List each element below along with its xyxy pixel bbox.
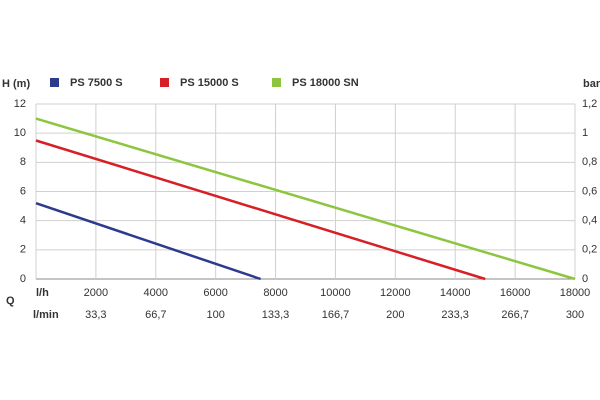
legend-swatch xyxy=(272,78,281,87)
x-tick-label: 16000 xyxy=(500,287,531,299)
series-line xyxy=(35,117,576,281)
x-tick-label: 4000 xyxy=(144,287,168,299)
x-tick-label: 6000 xyxy=(203,287,227,299)
legend-swatch xyxy=(50,78,59,87)
x2-tick-label: 233,3 xyxy=(441,309,469,321)
x-tick-label: 18000 xyxy=(560,287,591,299)
x2-tick-label: 100 xyxy=(206,309,224,321)
legend-label: PS 7500 S xyxy=(70,77,123,89)
y2-tick-label: 1,2 xyxy=(582,98,597,110)
y2-tick-label: 1 xyxy=(582,127,588,139)
x2-tick-label: 166,7 xyxy=(322,309,350,321)
y2-tick-label: 0,2 xyxy=(582,244,597,256)
series-line xyxy=(35,202,261,281)
x2-tick-label: 300 xyxy=(566,309,584,321)
y-tick-label: 0 xyxy=(20,273,26,285)
x2-tick-label: 133,3 xyxy=(262,309,290,321)
y-tick-label: 6 xyxy=(20,185,26,197)
x-tick-label: 14000 xyxy=(440,287,471,299)
y2-axis-title: bar xyxy=(583,78,600,90)
x2-tick-label: 33,3 xyxy=(85,309,106,321)
series-line xyxy=(35,139,486,281)
y-axis-title: H (m) xyxy=(2,78,30,90)
y2-tick-label: 0 xyxy=(582,273,588,285)
x-tick-label: 12000 xyxy=(380,287,411,299)
x-tick-label: 10000 xyxy=(320,287,351,299)
x2-axis-title: l/min xyxy=(33,309,59,321)
x-tick-label: 2000 xyxy=(84,287,108,299)
x2-tick-label: 200 xyxy=(386,309,404,321)
y2-tick-label: 0,4 xyxy=(582,215,597,227)
x2-tick-label: 266,7 xyxy=(501,309,529,321)
y-tick-label: 8 xyxy=(20,156,26,168)
x2-tick-label: 66,7 xyxy=(145,309,166,321)
x-axis-title: l/h xyxy=(36,287,49,299)
legend-swatch xyxy=(160,78,169,87)
y2-tick-label: 0,6 xyxy=(582,185,597,197)
legend-label: PS 18000 SN xyxy=(292,77,359,89)
y-tick-label: 4 xyxy=(20,215,26,227)
y-tick-label: 2 xyxy=(20,244,26,256)
x-tick-label: 8000 xyxy=(263,287,287,299)
legend-label: PS 15000 S xyxy=(180,77,239,89)
x-axis-symbol: Q xyxy=(6,295,15,307)
y2-tick-label: 0,8 xyxy=(582,156,597,168)
y-tick-label: 10 xyxy=(14,127,26,139)
y-tick-label: 12 xyxy=(14,98,26,110)
